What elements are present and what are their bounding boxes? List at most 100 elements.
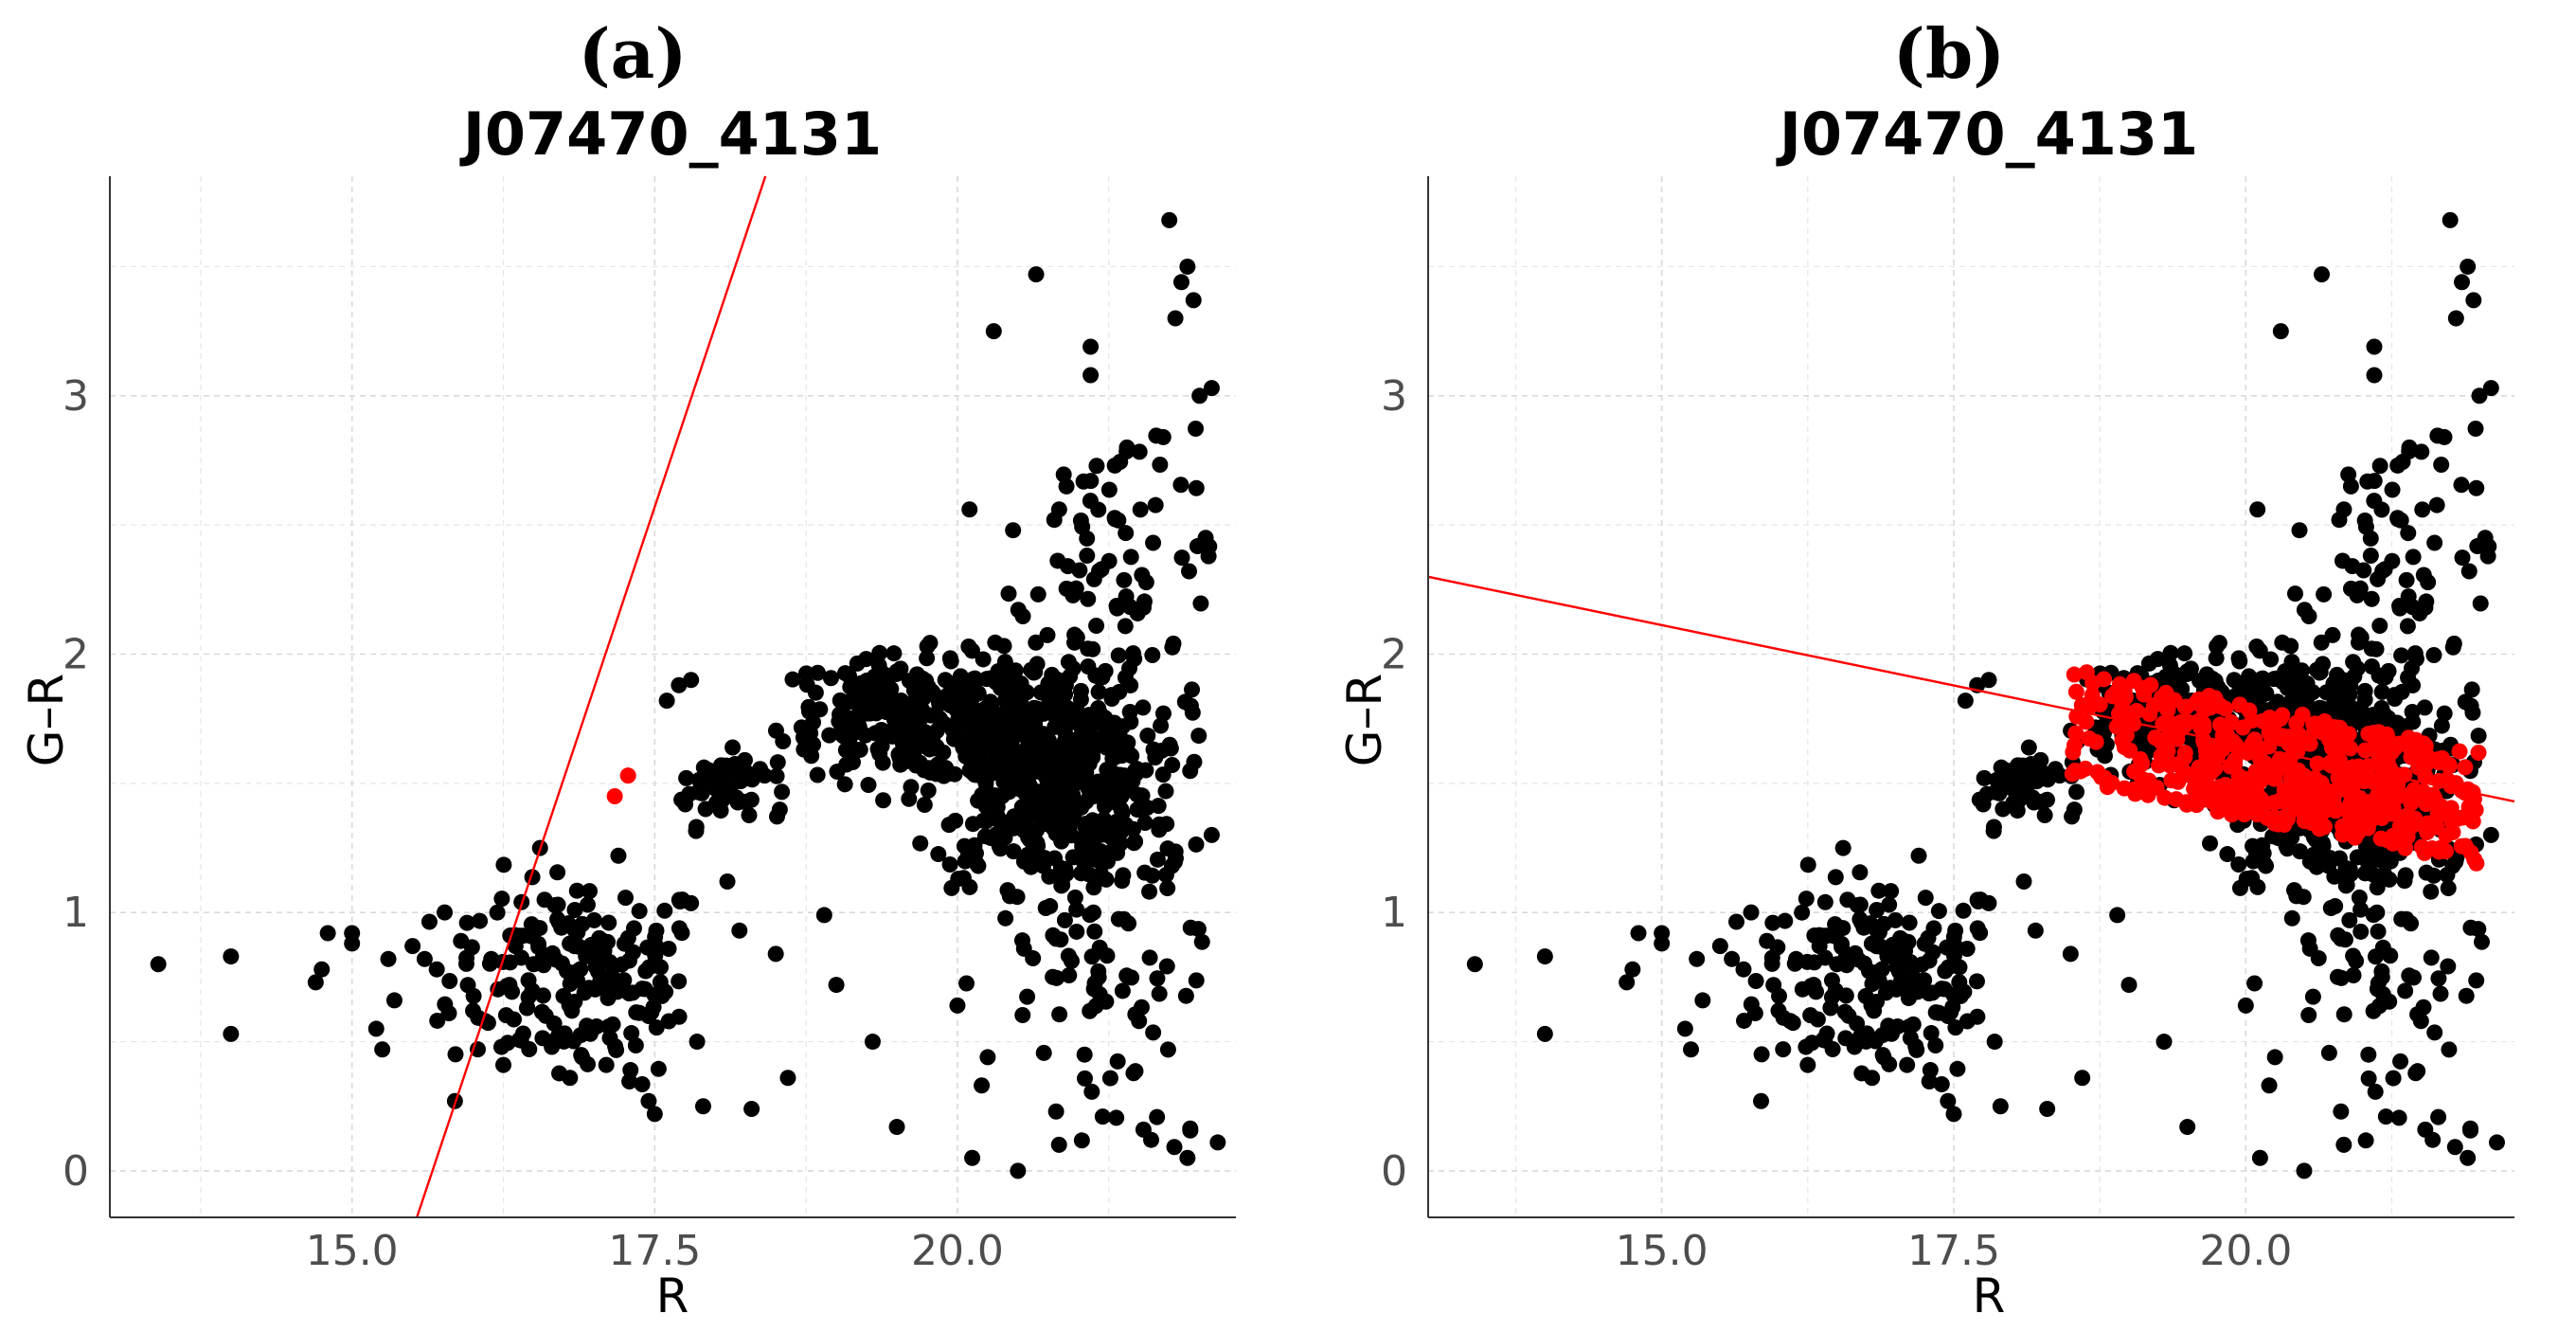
panel-a-point <box>1153 717 1170 734</box>
panel-a-point <box>1082 473 1100 490</box>
panel-b-point <box>2460 1149 2477 1166</box>
panel-a-point <box>1082 1002 1099 1019</box>
panel-a-point <box>580 1055 597 1072</box>
panel-b-highlight-point <box>2066 737 2083 754</box>
panel-a-point <box>429 1012 446 1029</box>
panel-a-point <box>1188 836 1205 853</box>
panel-a-x-tick-label: 20.0 <box>911 1227 1004 1275</box>
panel-b-point <box>2371 458 2388 475</box>
panel-a-point <box>1062 582 1079 599</box>
panel-a-point <box>1106 511 1123 528</box>
panel-a-point <box>1182 697 1199 714</box>
panel-b-highlight-point <box>2348 763 2365 780</box>
panel-b-point <box>2109 907 2126 924</box>
panel-b-point <box>2393 910 2410 927</box>
panel-a-point <box>504 983 521 1000</box>
panel-b-highlight-point <box>2191 786 2209 803</box>
panel-b-point <box>2363 851 2380 868</box>
panel-a-point <box>858 672 875 689</box>
panel-a-point <box>566 902 583 919</box>
panel-a-point <box>930 693 947 711</box>
panel-b-point <box>1466 956 1483 973</box>
panel-b-point <box>2360 1046 2377 1063</box>
panel-a-point <box>458 914 475 931</box>
panel-a-point <box>1088 458 1105 475</box>
panel-b-highlight-point <box>2453 837 2470 855</box>
panel-a-point <box>520 989 537 1006</box>
panel-b-point <box>2278 837 2295 855</box>
panel-b-point <box>2433 717 2450 734</box>
panel-a-point <box>959 721 976 738</box>
panel-a-point <box>1110 910 1127 927</box>
panel-b-point <box>2176 645 2193 662</box>
panel-a-point <box>1149 970 1166 987</box>
panel-b-point <box>2266 1049 2283 1066</box>
panel-a-point <box>1135 1121 1152 1138</box>
panel-a-point <box>1083 1083 1100 1100</box>
panel-b-point <box>2418 593 2435 610</box>
panel-b-highlight-point <box>2332 754 2349 771</box>
panel-a-point <box>976 828 993 845</box>
panel-b-point <box>1899 1056 1916 1073</box>
panel-b-point <box>2391 600 2408 617</box>
panel-b-point <box>2231 653 2248 670</box>
panel-b-point <box>2328 693 2345 710</box>
panel-a-point <box>1073 729 1090 747</box>
panel-a-point <box>634 1076 651 1093</box>
panel-a-point <box>533 1003 550 1020</box>
panel-b-point <box>2369 879 2386 896</box>
panel-a-point <box>1052 859 1069 876</box>
panel-a-point <box>919 650 936 667</box>
panel-b-point <box>2047 761 2064 778</box>
panel-b-point <box>2404 703 2421 720</box>
panel-b-point <box>2291 522 2308 539</box>
panel-a-point <box>928 738 945 755</box>
panel-b-point <box>2393 647 2410 664</box>
panel-a-point <box>568 882 585 899</box>
panel-a-point <box>990 764 1007 781</box>
panel-b-point <box>1969 920 1986 937</box>
panel-a-point <box>1189 538 1206 555</box>
panel-a-point <box>1085 570 1102 587</box>
panel-b-point <box>2446 1139 2463 1156</box>
panel-a-points <box>150 211 1226 1179</box>
panel-b-point <box>1808 983 1825 1000</box>
panel-b-x-tick-label: 17.5 <box>1907 1227 2000 1275</box>
panel-b-point <box>2261 1077 2278 1094</box>
panel-b-point <box>2062 945 2079 963</box>
panel-b-highlight-point <box>2147 729 2164 747</box>
panel-a-point <box>1118 525 1135 542</box>
panel-b-point <box>2314 835 2331 852</box>
panel-b-fit-line <box>1427 575 2515 803</box>
panel-b-highlight-point <box>2306 807 2323 824</box>
panel-b-highlight-point <box>2239 745 2256 762</box>
panel-a-point <box>1203 380 1220 397</box>
panel-a-point <box>671 676 688 693</box>
panel-b: (b) J07470_4131 15.0 17.5 20.0 0 1 2 3 R G–R <box>1337 13 2515 1323</box>
panel-b-point <box>2429 427 2446 444</box>
panel-a-point <box>892 694 909 711</box>
panel-a-point <box>1005 522 1022 539</box>
panel-b-highlight-point <box>2178 796 2195 813</box>
panel-a-point <box>495 1056 512 1073</box>
panel-b-highlight-point <box>2078 664 2095 681</box>
panel-b-highlight-point <box>2132 751 2149 768</box>
panel-a-point <box>796 741 813 758</box>
panel-a-point <box>974 740 991 757</box>
panel-b-highlight-point <box>2089 764 2106 781</box>
panel-b-point <box>2283 909 2300 927</box>
panel-a-point <box>507 927 524 944</box>
panel-b-point <box>2423 883 2440 900</box>
panel-a-point <box>1066 634 1083 651</box>
panel-b-highlight-point <box>2230 767 2247 784</box>
panel-b-highlight-point <box>2432 839 2449 856</box>
panel-a-point <box>1121 703 1138 720</box>
panel-a-point <box>1056 911 1073 928</box>
panel-a-point <box>646 986 663 1003</box>
panel-a-point <box>1068 923 1085 940</box>
panel-a-point <box>1182 763 1199 780</box>
panel-b-y-tick-label: 0 <box>1381 1147 1407 1196</box>
panel-a-point <box>1122 549 1139 566</box>
panel-a-point <box>223 1025 240 1042</box>
